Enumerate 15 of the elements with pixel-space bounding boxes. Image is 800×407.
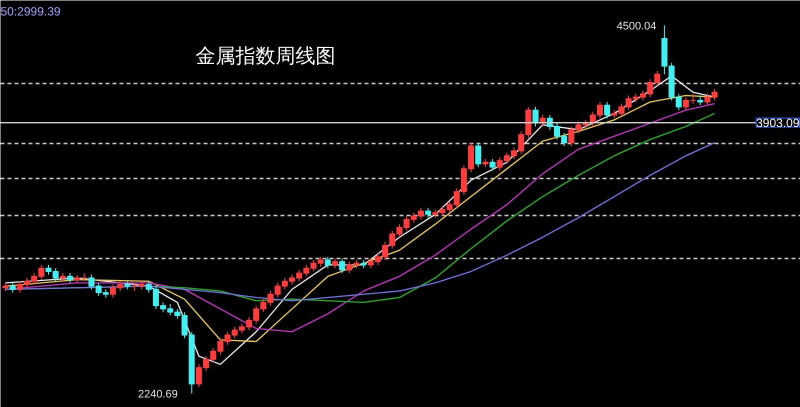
annotation: 2240.69 (138, 388, 178, 401)
candlestick (339, 258, 346, 274)
candlestick (66, 272, 73, 284)
ref-line-label: 3903.09 (756, 116, 800, 130)
candlestick (475, 142, 482, 168)
candlestick (425, 207, 432, 218)
text: 金属指数周线图 (196, 46, 336, 68)
candlestick (604, 102, 610, 119)
annotation: 4500.04 (616, 20, 656, 32)
candlestick (332, 258, 338, 269)
candlestick (697, 94, 704, 106)
candlestick (324, 256, 331, 269)
candlestick (490, 158, 496, 171)
candlestick (10, 282, 16, 294)
annotation: 50:2999.39 (0, 4, 61, 18)
